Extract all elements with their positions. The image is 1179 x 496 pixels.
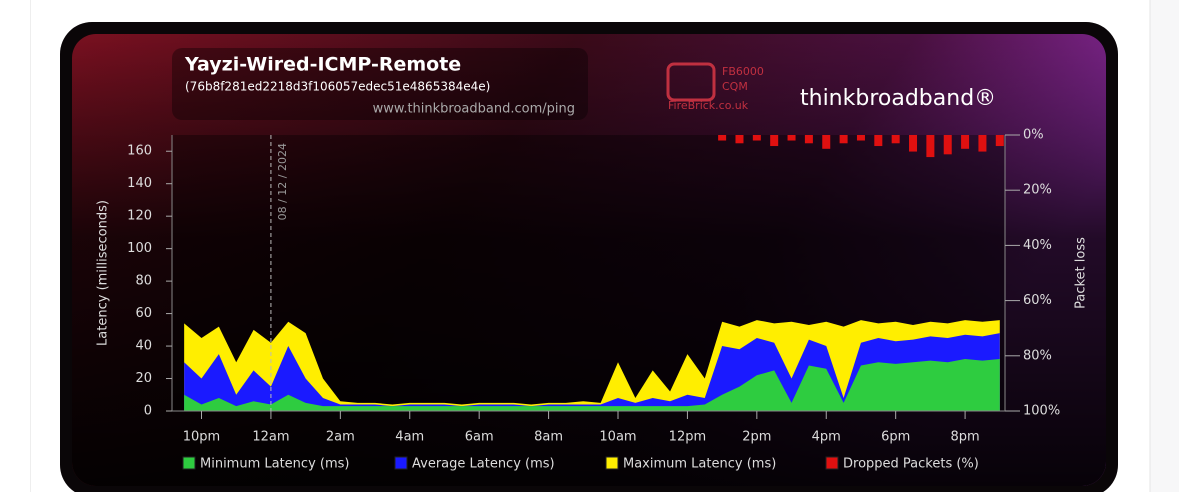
y2-tick-label: 20% (1023, 183, 1052, 198)
drop-bar (735, 135, 744, 144)
y-tick-label: 140 (127, 176, 152, 191)
x-tick-label: 2pm (742, 430, 771, 445)
x-tick-label: 8am (534, 430, 563, 445)
left-border (30, 0, 31, 492)
y-tick-label: 20 (135, 371, 152, 386)
chart-title: Yayzi-Wired-ICMP-Remote (184, 54, 461, 76)
drop-bar (839, 135, 848, 144)
drop-bar (822, 135, 831, 149)
drop-bar (926, 135, 935, 158)
x-tick-label: 12pm (669, 430, 706, 445)
drop-bar (909, 135, 918, 152)
drop-bar (770, 135, 779, 147)
drop-bar (978, 135, 987, 152)
source: www.thinkbroadband.com/ping (373, 102, 575, 117)
drop-bar (718, 135, 727, 141)
title-box (172, 48, 588, 120)
legend-swatch (605, 456, 619, 470)
y-tick-label: 100 (127, 241, 152, 256)
y2-tick-label: 60% (1023, 293, 1052, 308)
x-tick-label: 12am (252, 430, 289, 445)
y-tick-label: 120 (127, 209, 152, 224)
y2-tick-label: 40% (1023, 238, 1052, 253)
logo-text: FireBrick.co.uk (668, 99, 749, 112)
logo-text: FB6000 (722, 65, 764, 78)
x-tick-label: 6pm (881, 430, 910, 445)
y-tick-label: 40 (135, 339, 152, 354)
subtitle: (76b8f281ed2218d3f106057edec51e4865384e4… (185, 80, 490, 94)
x-tick-label: 10pm (183, 430, 220, 445)
drop-bar (874, 135, 883, 147)
legend-label: Dropped Packets (%) (843, 457, 979, 472)
y-tick-label: 0 (144, 404, 152, 419)
legend-swatch (394, 456, 408, 470)
y-axis-label: Latency (milliseconds) (96, 200, 111, 346)
latency-area (184, 333, 1000, 411)
y-tick-label: 60 (135, 306, 152, 321)
x-tick-label: 6am (465, 430, 494, 445)
y2-tick-label: 80% (1023, 348, 1052, 363)
logo-text: thinkbroadband® (800, 86, 996, 111)
drop-bar (995, 135, 1004, 147)
drop-bar (804, 135, 813, 144)
drop-bar (856, 135, 865, 141)
legend-swatch (182, 456, 196, 470)
drop-bar (961, 135, 970, 149)
latency-area (184, 359, 1000, 411)
drop-bar (943, 135, 952, 155)
legend-label: Maximum Latency (ms) (623, 457, 776, 472)
x-tick-label: 4pm (812, 430, 841, 445)
y-tick-label: 160 (127, 144, 152, 159)
date-label: 08 / 12 / 2024 (276, 143, 289, 220)
firebrick-logo (666, 62, 716, 102)
drop-bar (787, 135, 796, 141)
x-tick-label: 8pm (950, 430, 979, 445)
y2-axis-label: Packet loss (1074, 237, 1089, 309)
x-tick-label: 10am (599, 430, 636, 445)
y2-tick-label: 100% (1023, 404, 1060, 419)
legend-swatch (825, 456, 839, 470)
y2-tick-label: 0% (1023, 128, 1044, 143)
legend-label: Minimum Latency (ms) (200, 457, 349, 472)
y-tick-label: 80 (135, 274, 152, 289)
x-tick-label: 4am (395, 430, 424, 445)
logo-text: CQM (722, 80, 748, 93)
legend-label: Average Latency (ms) (412, 457, 555, 472)
drop-bar (891, 135, 900, 144)
x-tick-label: 2am (326, 430, 355, 445)
drop-bar (752, 135, 761, 141)
side-strip (1150, 0, 1179, 492)
